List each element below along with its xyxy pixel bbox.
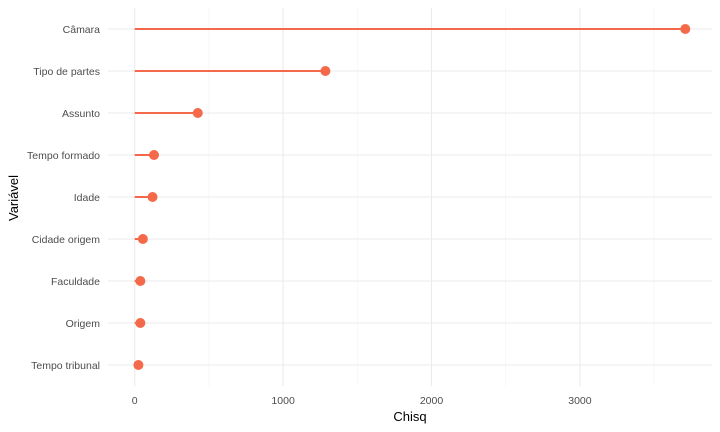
y-tick-label: Tempo formado bbox=[27, 150, 100, 162]
lollipop-point bbox=[135, 318, 146, 328]
x-tick-label: 1000 bbox=[271, 395, 295, 407]
grid bbox=[108, 8, 712, 386]
x-tick-label: 3000 bbox=[568, 395, 592, 407]
y-tick-label: Origem bbox=[66, 318, 101, 330]
y-tick-label: Idade bbox=[74, 192, 100, 204]
lollipop-point bbox=[320, 66, 331, 76]
lollipop-point bbox=[137, 234, 148, 244]
y-axis-title: Variável bbox=[6, 175, 21, 221]
y-tick-label: Faculdade bbox=[51, 276, 100, 288]
lollipop-point bbox=[147, 192, 158, 202]
y-tick-labels: Câmara Tipo de partes Assunto Tempo formado… bbox=[27, 24, 100, 372]
lollipop-point bbox=[192, 108, 203, 118]
y-tick-label: Câmara bbox=[63, 24, 101, 36]
y-tick-label: Assunto bbox=[62, 108, 100, 120]
x-tick-label: 2000 bbox=[420, 395, 444, 407]
lollipop-point bbox=[135, 276, 146, 286]
y-tick-label: Cidade origem bbox=[32, 234, 101, 246]
x-tick-labels: 0 1000 2000 3000 bbox=[132, 395, 592, 407]
lollipop-marks bbox=[133, 24, 691, 370]
y-tick-label: Tempo tribunal bbox=[31, 360, 100, 372]
lollipop-point bbox=[680, 24, 691, 34]
y-tick-label: Tipo de partes bbox=[33, 66, 100, 78]
lollipop-point bbox=[149, 150, 160, 160]
lollipop-point bbox=[133, 360, 144, 370]
x-tick-label: 0 bbox=[132, 395, 138, 407]
x-axis-title: Chisq bbox=[393, 409, 426, 424]
